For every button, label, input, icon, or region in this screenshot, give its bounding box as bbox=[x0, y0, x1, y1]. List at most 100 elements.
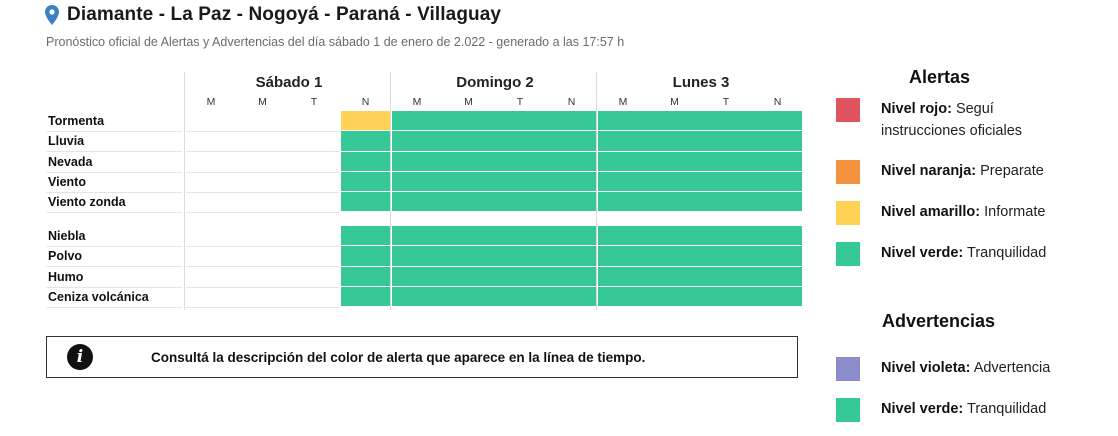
timeline-cell-verde bbox=[392, 151, 596, 171]
alert-timeline: Sábado 1 M M T N Domingo 2 M M T N Lunes 3 M M T N Torm… bbox=[46, 72, 802, 312]
row-divider bbox=[186, 306, 339, 308]
timeline-cell-verde bbox=[598, 131, 802, 151]
row-divider bbox=[46, 191, 182, 193]
row-divider bbox=[46, 212, 182, 214]
legend-desc: Informate bbox=[984, 204, 1046, 220]
slot-header: T bbox=[516, 96, 524, 108]
legend-desc: Seguí instrucciones oficiales bbox=[881, 101, 1023, 139]
day-header: Sábado 1 bbox=[255, 74, 323, 91]
timeline-cell-verde bbox=[598, 151, 802, 171]
row-label: Nevada bbox=[48, 154, 93, 169]
day-separator bbox=[596, 72, 597, 310]
info-icon: i bbox=[67, 344, 93, 370]
row-divider bbox=[46, 286, 182, 288]
legend-item-rojo: Nivel rojo: Seguí instrucciones oficiale… bbox=[836, 98, 1071, 142]
timeline-cell-verde bbox=[392, 286, 596, 307]
row-divider bbox=[46, 151, 182, 153]
day-separator bbox=[184, 72, 185, 310]
timeline-cell-verde bbox=[392, 111, 596, 131]
legend-level: Nivel amarillo: bbox=[881, 204, 981, 220]
color-swatch bbox=[836, 357, 860, 381]
day-header: Domingo 2 bbox=[456, 74, 534, 91]
legend-item-verde: Nivel verde: Tranquilidad bbox=[836, 242, 1046, 266]
row-divider bbox=[186, 286, 339, 288]
timeline-cell-verde bbox=[340, 246, 390, 266]
row-label: Humo bbox=[48, 269, 84, 284]
timeline-cell-verde bbox=[598, 171, 802, 192]
timeline-cell-verde bbox=[340, 286, 390, 307]
page-header: Diamante - La Paz - Nogoyá - Paraná - Vi… bbox=[45, 2, 501, 28]
location-pin-icon bbox=[45, 5, 59, 25]
timeline-cell-verde bbox=[392, 131, 596, 151]
legend-text: Nivel verde: Tranquilidad bbox=[881, 398, 1046, 420]
legend-desc: Tranquilidad bbox=[967, 245, 1047, 261]
legend-advertencias-title: Advertencias bbox=[882, 311, 996, 331]
timeline-cell-verde bbox=[340, 131, 390, 151]
color-swatch bbox=[836, 201, 860, 225]
row-label: Ceniza volcánica bbox=[48, 289, 149, 304]
slot-header: T bbox=[722, 96, 730, 108]
legend-item-amarillo: Nivel amarillo: Informate bbox=[836, 201, 1045, 225]
legend-level: Nivel verde: bbox=[881, 401, 964, 417]
slot-header: M bbox=[258, 96, 267, 108]
legend-level: Nivel verde: bbox=[881, 245, 964, 261]
legend-desc: Preparate bbox=[980, 163, 1044, 179]
row-divider bbox=[46, 266, 182, 268]
legend-desc: Tranquilidad bbox=[967, 401, 1047, 417]
row-divider bbox=[186, 171, 339, 173]
timeline-cell-verde bbox=[340, 266, 390, 286]
row-divider bbox=[186, 266, 339, 268]
timeline-cell-verde bbox=[392, 192, 596, 212]
slot-header: M bbox=[618, 96, 628, 108]
legend-item-naranja: Nivel naranja: Preparate bbox=[836, 160, 1044, 184]
timeline-cell-verde bbox=[598, 192, 802, 212]
row-divider bbox=[186, 131, 339, 132]
slot-header: N bbox=[361, 96, 370, 108]
legend-level: Nivel naranja: bbox=[881, 163, 977, 179]
timeline-cell-verde bbox=[340, 151, 390, 171]
legend-item-verde: Nivel verde: Tranquilidad bbox=[836, 398, 1046, 422]
info-text: Consultá la descripción del color de ale… bbox=[151, 349, 646, 365]
timeline-cell-amarillo bbox=[340, 111, 390, 131]
color-swatch bbox=[836, 398, 860, 422]
row-label: Tormenta bbox=[48, 114, 105, 128]
row-divider bbox=[46, 306, 182, 308]
timeline-cell-verde bbox=[340, 192, 390, 212]
legend-alertas-title: Alertas bbox=[909, 67, 971, 87]
row-label: Niebla bbox=[48, 229, 86, 243]
timeline-cell-verde bbox=[392, 246, 596, 266]
timeline-cell-verde bbox=[340, 226, 390, 246]
timeline-cell-verde bbox=[598, 286, 802, 307]
slot-header: N bbox=[567, 96, 576, 108]
slot-header: M bbox=[412, 96, 422, 108]
timeline-cell-verde bbox=[392, 226, 596, 246]
page-subtitle: Pronóstico oficial de Alertas y Adverten… bbox=[46, 35, 625, 49]
legend-level: Nivel rojo: bbox=[881, 101, 952, 117]
row-divider bbox=[46, 171, 182, 173]
timeline-cell-verde bbox=[598, 226, 802, 246]
legend-desc: Advertencia bbox=[973, 360, 1051, 376]
day-separator bbox=[390, 72, 391, 310]
slot-header: N bbox=[773, 96, 782, 108]
color-swatch bbox=[836, 160, 860, 184]
row-divider bbox=[186, 246, 339, 247]
page-title: Diamante - La Paz - Nogoyá - Paraná - Vi… bbox=[67, 4, 502, 25]
row-label: Viento bbox=[48, 174, 86, 189]
row-divider bbox=[186, 191, 339, 193]
day-header: Lunes 3 bbox=[672, 74, 730, 91]
legend-text: Nivel naranja: Preparate bbox=[881, 160, 1044, 182]
legend-text: Nivel verde: Tranquilidad bbox=[881, 242, 1046, 264]
timeline-cell-verde bbox=[392, 266, 596, 286]
legend-text: Nivel amarillo: Informate bbox=[881, 201, 1045, 223]
row-label: Lluvia bbox=[48, 134, 85, 149]
timeline-cell-verde bbox=[598, 266, 802, 286]
timeline-cell-verde bbox=[340, 171, 390, 192]
timeline-cell-verde bbox=[598, 246, 802, 266]
slot-header: M bbox=[464, 96, 473, 108]
timeline-cell-verde bbox=[598, 111, 802, 131]
row-divider bbox=[46, 246, 182, 247]
slot-header: M bbox=[206, 96, 216, 108]
row-divider bbox=[186, 212, 339, 214]
row-divider bbox=[46, 131, 182, 132]
timeline-cell-verde bbox=[392, 171, 596, 192]
